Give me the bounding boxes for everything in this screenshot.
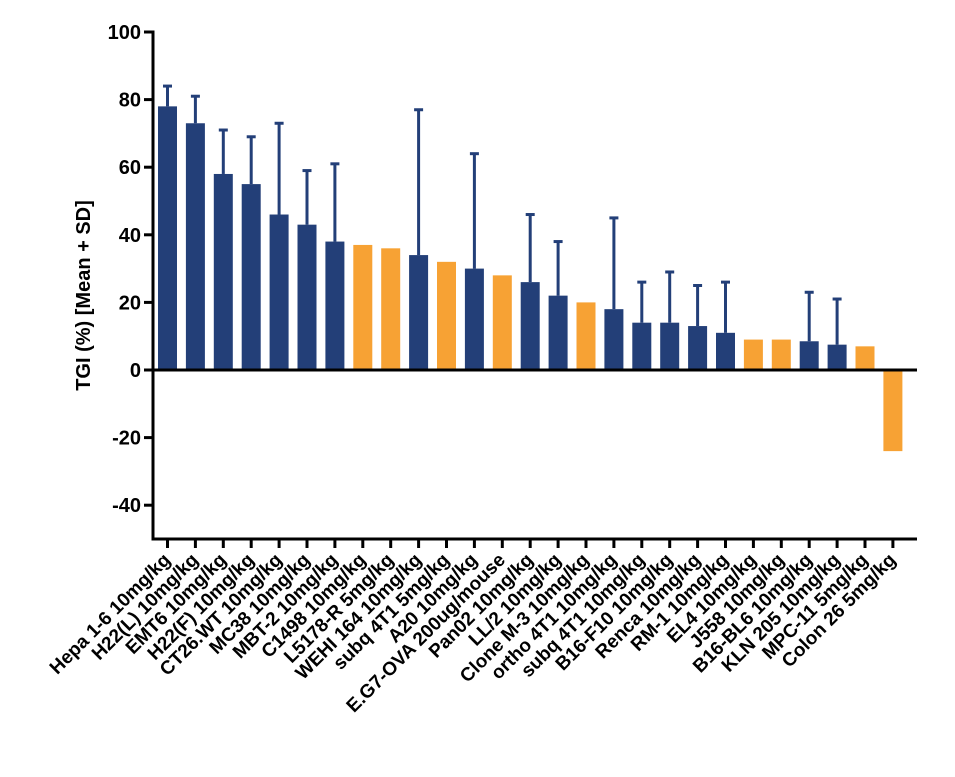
bar bbox=[213, 173, 233, 370]
bar bbox=[576, 302, 596, 370]
bar bbox=[743, 339, 763, 370]
y-axis-title: TGI (%) [Mean + SD] bbox=[73, 200, 95, 391]
bar bbox=[827, 344, 847, 370]
bar bbox=[464, 268, 484, 370]
bar bbox=[716, 332, 735, 370]
bar bbox=[353, 244, 373, 370]
bar bbox=[381, 248, 401, 370]
bar bbox=[604, 309, 624, 370]
y-tick-label: 40 bbox=[119, 225, 141, 247]
bar bbox=[158, 106, 177, 371]
bar bbox=[185, 123, 205, 370]
bar bbox=[688, 326, 708, 370]
bar bbox=[855, 346, 875, 370]
error-bars-group bbox=[163, 84, 842, 345]
bar bbox=[771, 339, 791, 370]
bar bbox=[799, 341, 819, 370]
bar bbox=[325, 241, 345, 370]
bar bbox=[437, 261, 456, 370]
y-tick-label: -20 bbox=[112, 428, 141, 450]
bar bbox=[883, 370, 903, 452]
bar bbox=[241, 184, 261, 370]
bar bbox=[409, 255, 429, 370]
y-tick-label: 0 bbox=[130, 360, 141, 382]
bars-group bbox=[158, 106, 903, 452]
y-tick-label: 100 bbox=[108, 22, 141, 44]
y-tick-label: -40 bbox=[112, 495, 141, 517]
y-tick-label: 80 bbox=[119, 90, 141, 112]
bar bbox=[269, 214, 289, 370]
bar bbox=[660, 322, 680, 370]
y-tick-label: 20 bbox=[119, 292, 141, 314]
bar bbox=[520, 282, 540, 370]
bar bbox=[492, 275, 512, 370]
y-ticks-group: 100 80 60 40 20 0 -20 -40 bbox=[108, 22, 153, 517]
bar bbox=[297, 224, 317, 370]
bar bbox=[632, 322, 652, 370]
y-tick-label: 60 bbox=[119, 157, 141, 179]
bar bbox=[548, 295, 568, 370]
